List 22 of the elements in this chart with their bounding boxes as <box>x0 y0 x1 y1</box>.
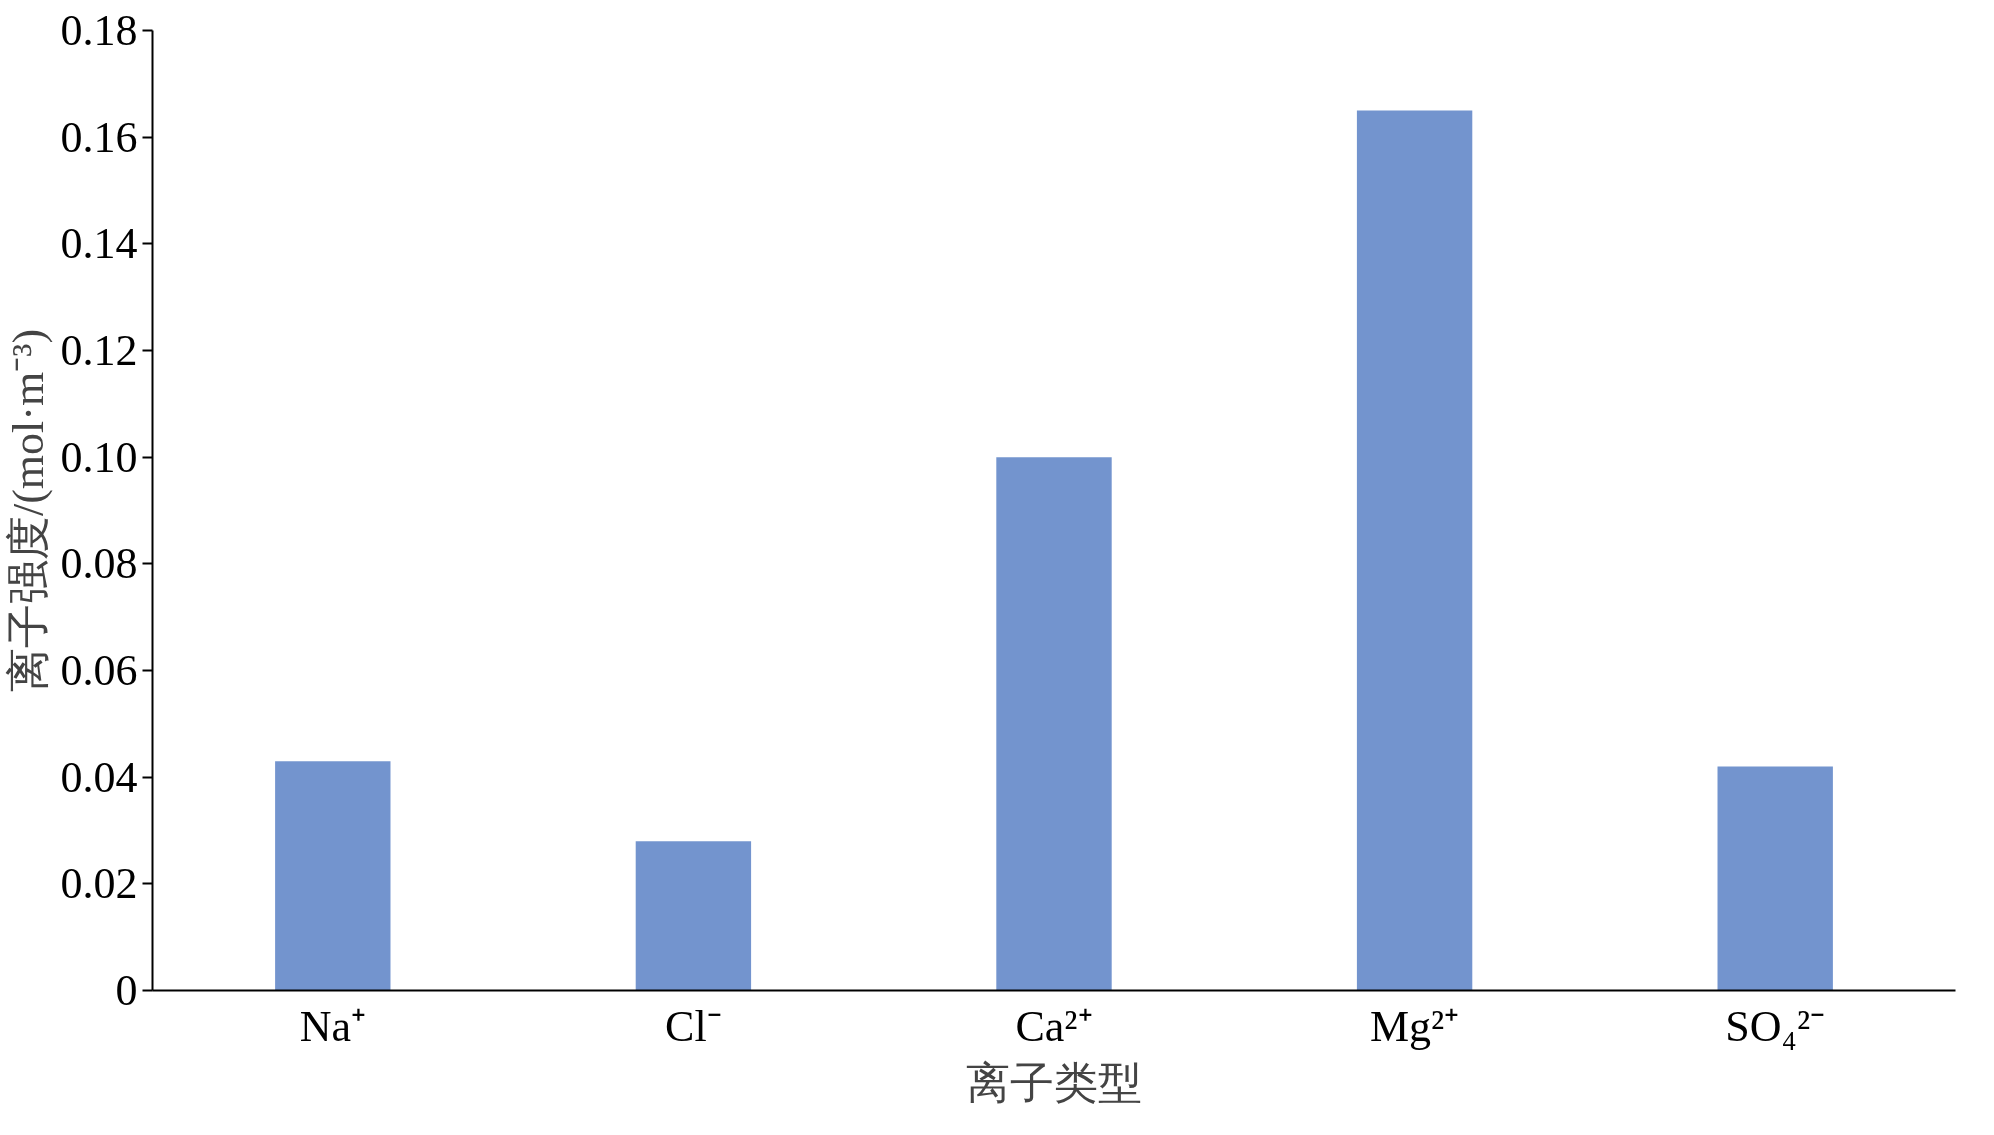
y-tick-label: 0.08 <box>60 539 138 589</box>
y-tick-label: 0.14 <box>60 219 138 269</box>
x-tick-label: SO₄²⁻ <box>1725 1001 1826 1051</box>
x-tick-label: Mg²⁺ <box>1369 1001 1460 1051</box>
bar <box>1356 110 1473 991</box>
bar <box>1717 766 1833 991</box>
y-tick-label: 0.06 <box>60 646 138 695</box>
y-axis-title: 离子强度/(mol·m⁻³) <box>3 328 53 693</box>
y-tick-label: 0.16 <box>60 112 138 162</box>
x-tick-label: Ca²⁺ <box>1015 1001 1093 1051</box>
bar <box>635 841 752 991</box>
x-axis-title: 离子类型 <box>966 1058 1142 1108</box>
y-tick-label: 0 <box>115 966 138 1015</box>
bar <box>996 457 1112 991</box>
y-tick-label: 0.10 <box>60 432 138 482</box>
y-tick-label: 0.02 <box>60 859 138 909</box>
y-tick-label: 0.04 <box>60 752 138 802</box>
x-tick-label: Na⁺ <box>299 1001 366 1051</box>
y-tick-label: 0.12 <box>60 326 138 375</box>
bar <box>275 761 391 991</box>
y-tick-label: 0.18 <box>60 6 138 55</box>
x-tick-label: Cl⁻ <box>665 1001 722 1051</box>
